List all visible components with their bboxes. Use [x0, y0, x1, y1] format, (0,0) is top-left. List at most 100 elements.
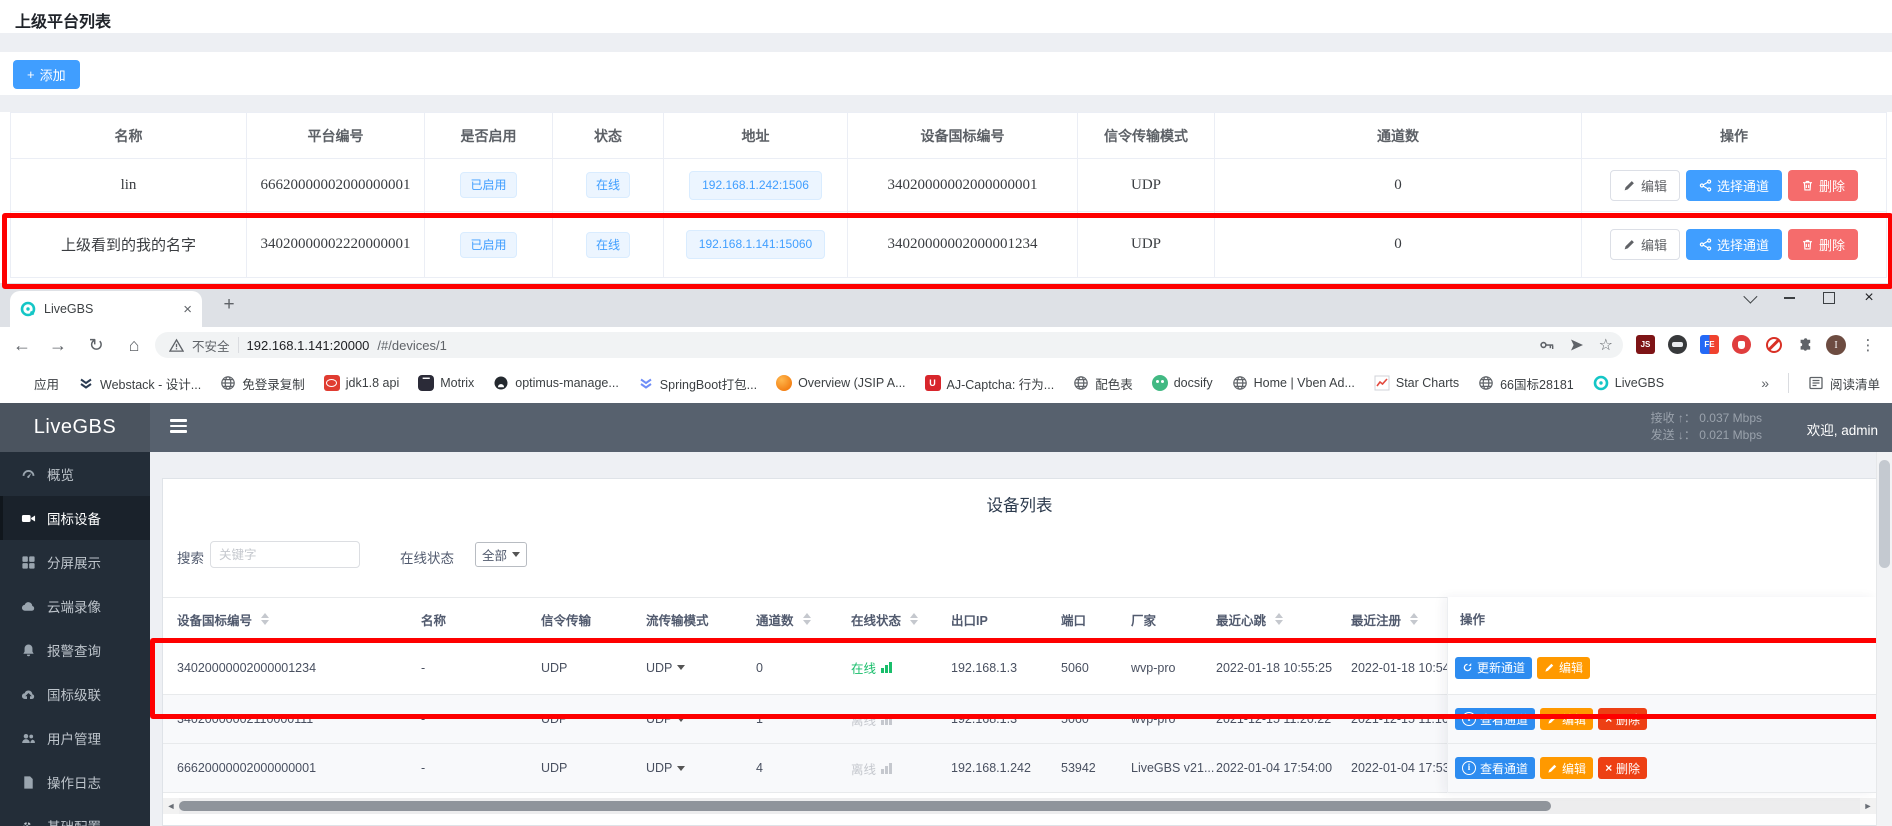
- col-device-id[interactable]: 设备国标编号: [163, 610, 421, 629]
- grid-icon: [22, 555, 35, 569]
- sidebar-item-gb-devices[interactable]: 国标设备: [0, 496, 150, 540]
- sidebar-item-cloud-record[interactable]: 云端录像: [0, 584, 150, 628]
- url-path: /#/devices/1: [377, 337, 447, 353]
- horizontal-scrollbar[interactable]: ◄ ►: [163, 798, 1876, 814]
- edit-button[interactable]: 编辑: [1537, 656, 1591, 679]
- delete-button[interactable]: 删除: [1598, 708, 1648, 730]
- scrollbar-thumb[interactable]: [179, 801, 1551, 811]
- edit-button[interactable]: 编辑: [1609, 229, 1680, 260]
- cell-stream-mode[interactable]: UDP: [646, 761, 756, 775]
- add-platform-button[interactable]: + 添加: [13, 60, 80, 89]
- view-channels-button[interactable]: 查看通道: [1455, 708, 1536, 730]
- security-label[interactable]: 不安全: [192, 339, 230, 354]
- select-channel-button[interactable]: 选择通道: [1685, 229, 1782, 260]
- url-bar[interactable]: 不安全 192.168.1.141:20000 /#/devices/1 ☆: [155, 332, 1623, 358]
- bookmark-motrix[interactable]: ▔ Motrix: [418, 375, 474, 391]
- cell-stream-mode[interactable]: UDP: [646, 712, 756, 726]
- bookmark-vben-home[interactable]: Home | Vben Ad...: [1232, 375, 1355, 391]
- bookmark-gb28181[interactable]: 66国标28181: [1478, 374, 1574, 393]
- col-heartbeat[interactable]: 最近心跳: [1216, 610, 1351, 629]
- delete-button[interactable]: 删除: [1788, 229, 1859, 260]
- bookmark-livegbs[interactable]: LiveGBS: [1593, 375, 1664, 391]
- back-icon[interactable]: ←: [13, 334, 31, 355]
- home-icon[interactable]: ⌂: [128, 334, 140, 355]
- bookmark-springboot[interactable]: SpringBoot打包...: [638, 374, 757, 393]
- platform-list-section: 上级平台列表 + 添加 名称 平台编号 是否启用 状态 地址 设备国标编号 信令…: [0, 0, 1892, 289]
- sidebar-item-split-screen[interactable]: 分屏展示: [0, 540, 150, 584]
- scroll-left-icon[interactable]: ◄: [163, 798, 179, 814]
- actions-sticky-column: 操作 更新通道 编辑 查看通道 编辑: [1447, 597, 1876, 793]
- sidebar-item-alarm-query[interactable]: 报警查询: [0, 628, 150, 672]
- bookmark-jdk-api[interactable]: jdk1.8 api: [323, 375, 399, 391]
- cell-port: 5060: [1061, 712, 1089, 726]
- select-channel-button[interactable]: 选择通道: [1685, 169, 1782, 201]
- col-online-status[interactable]: 在线状态: [851, 610, 951, 629]
- sidebar-item-gb-cascade[interactable]: 国标级联: [0, 672, 150, 716]
- bookmarks-overflow-icon[interactable]: »: [1761, 375, 1769, 391]
- sidebar-item-operation-log[interactable]: 操作日志: [0, 760, 150, 804]
- extension-js-icon[interactable]: JS: [1636, 335, 1655, 354]
- hamburger-icon[interactable]: [170, 419, 187, 436]
- maximize-icon[interactable]: [1818, 287, 1840, 309]
- stream-chart-icon[interactable]: [881, 662, 892, 673]
- sort-icon: [1275, 613, 1284, 625]
- sidebar-item-basic-config[interactable]: 基础配置: [0, 804, 150, 826]
- search-input[interactable]: [210, 541, 360, 568]
- bookmark-star-icon[interactable]: ☆: [1598, 337, 1613, 354]
- webstack-icon: [80, 378, 92, 389]
- online-status-select[interactable]: 全部: [475, 542, 527, 567]
- edit-button[interactable]: 编辑: [1540, 757, 1594, 779]
- extension-blocker-icon[interactable]: [1764, 335, 1783, 354]
- col-channels[interactable]: 通道数: [756, 610, 851, 629]
- cell-name: -: [421, 712, 426, 726]
- profile-avatar[interactable]: I: [1826, 335, 1846, 355]
- edit-button[interactable]: 编辑: [1540, 708, 1594, 730]
- col-registered[interactable]: 最近注册: [1351, 610, 1591, 629]
- bookmark-overview-jsip[interactable]: Overview (JSIP A...: [776, 375, 906, 391]
- delete-button[interactable]: 删除: [1788, 169, 1859, 201]
- bookmark-color-table[interactable]: 配色表: [1073, 374, 1133, 393]
- browser-menu-icon[interactable]: ⋮: [1860, 337, 1876, 354]
- extension-adblock-icon[interactable]: [1732, 335, 1751, 354]
- stream-chart-icon[interactable]: [881, 762, 892, 774]
- bookmark-docsify[interactable]: docsify: [1151, 375, 1213, 391]
- bookmark-optimus-manage[interactable]: optimus-manage...: [493, 375, 619, 391]
- cloud-upload-icon: [21, 689, 35, 699]
- cell-online-status: 离线: [851, 710, 951, 729]
- edit-button[interactable]: 编辑: [1609, 169, 1680, 201]
- col-exit-ip: 出口IP: [951, 613, 988, 628]
- welcome-user-menu[interactable]: 欢迎, admin: [1806, 423, 1878, 438]
- minimize-icon[interactable]: [1778, 287, 1800, 309]
- delete-button[interactable]: 删除: [1598, 757, 1648, 779]
- close-icon[interactable]: ×: [1864, 289, 1874, 306]
- docsify-icon: [1151, 375, 1168, 391]
- key-icon[interactable]: [1539, 337, 1555, 353]
- bookmark-star-charts[interactable]: Star Charts: [1374, 375, 1459, 391]
- view-channels-button[interactable]: 查看通道: [1455, 757, 1536, 779]
- chevron-down-icon[interactable]: [1738, 287, 1760, 309]
- scrollbar-thumb[interactable]: [1879, 460, 1890, 568]
- sidebar-item-user-management[interactable]: 用户管理: [0, 716, 150, 760]
- tab-close-icon[interactable]: ×: [183, 300, 192, 318]
- scroll-right-icon[interactable]: ►: [1860, 798, 1876, 814]
- extensions-puzzle-icon[interactable]: [1796, 335, 1815, 354]
- forward-icon[interactable]: →: [49, 334, 67, 355]
- pencil-icon: [1545, 663, 1554, 672]
- cell-stream-mode[interactable]: UDP: [646, 661, 756, 675]
- vertical-scrollbar[interactable]: [1876, 452, 1892, 826]
- reading-list-button[interactable]: 阅读清单: [1808, 374, 1880, 393]
- bookmark-aj-captcha[interactable]: U AJ-Captcha: 行为...: [924, 374, 1054, 393]
- update-channels-button[interactable]: 更新通道: [1455, 656, 1533, 679]
- bookmark-webstack[interactable]: Webstack - 设计...: [78, 374, 201, 393]
- send-icon[interactable]: [1569, 337, 1585, 353]
- extension-fe-icon[interactable]: FE: [1700, 335, 1719, 354]
- new-tab-button[interactable]: +: [223, 294, 235, 315]
- extension-incognito-icon[interactable]: [1668, 335, 1687, 354]
- app-logo[interactable]: LiveGBS: [0, 403, 150, 452]
- stream-chart-icon[interactable]: [881, 713, 892, 725]
- reload-icon[interactable]: ↻: [88, 334, 104, 355]
- sidebar-item-overview[interactable]: 概览: [0, 452, 150, 496]
- bookmark-apps[interactable]: 应用: [12, 374, 59, 393]
- browser-tab-livegbs[interactable]: LiveGBS ×: [10, 291, 202, 327]
- bookmark-nologin-copy[interactable]: 免登录复制: [220, 374, 305, 393]
